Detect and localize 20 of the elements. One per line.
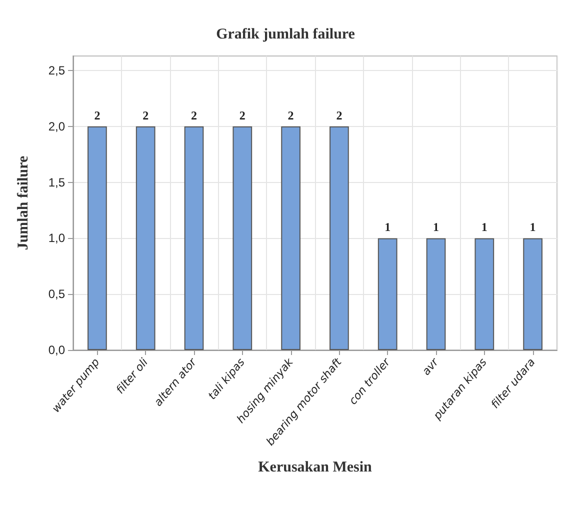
chart-title: Grafik jumlah failure [216,26,356,42]
data-label: 1 [481,220,488,234]
data-label: 1 [530,220,536,234]
y-tick-label: 2,5 [48,64,66,78]
y-tick-label: 0,5 [48,287,66,302]
data-label: 1 [384,220,391,234]
y-tick-label: 1,5 [48,175,66,190]
x-tick-label: avr [420,354,442,378]
data-label: 2 [94,108,100,122]
y-tick-label: 2,0 [48,119,66,134]
y-axis-title: Jumlah failure [16,156,32,250]
data-label: 2 [191,108,197,122]
data-label: 2 [288,108,294,122]
data-label: 2 [142,108,149,122]
y-tick-label: 1,0 [48,231,66,246]
data-label: 1 [433,220,439,234]
x-axis-title: Kerusakan Mesin [258,460,373,476]
data-label: 2 [239,108,246,122]
y-tick-label: 0,0 [48,343,66,357]
data-label: 2 [336,108,342,122]
